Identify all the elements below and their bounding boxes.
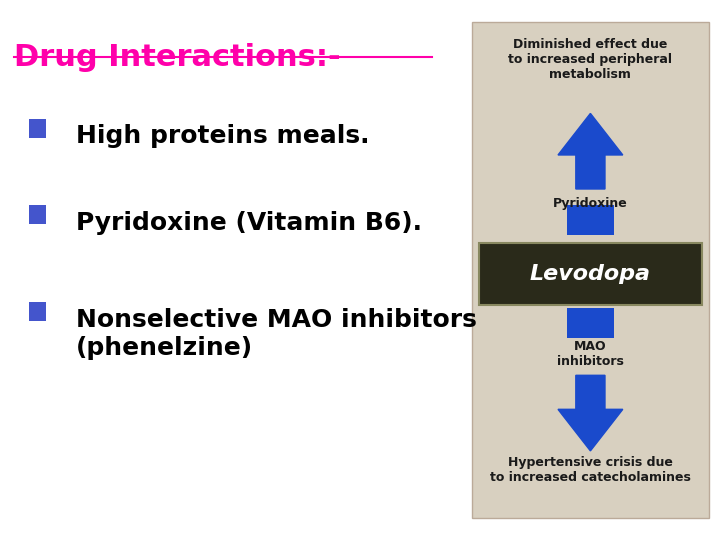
Text: Nonselective MAO inhibitors
(phenelzine): Nonselective MAO inhibitors (phenelzine) bbox=[76, 308, 477, 360]
FancyBboxPatch shape bbox=[567, 308, 614, 338]
Text: MAO
inhibitors: MAO inhibitors bbox=[557, 340, 624, 368]
Polygon shape bbox=[558, 375, 623, 451]
FancyBboxPatch shape bbox=[472, 22, 709, 518]
Text: Pyridoxine (Vitamin B6).: Pyridoxine (Vitamin B6). bbox=[76, 211, 422, 234]
Text: High proteins meals.: High proteins meals. bbox=[76, 124, 369, 148]
Polygon shape bbox=[558, 113, 623, 189]
Text: Levodopa: Levodopa bbox=[530, 264, 651, 284]
FancyBboxPatch shape bbox=[29, 119, 46, 138]
FancyBboxPatch shape bbox=[479, 243, 702, 305]
Text: Pyridoxine: Pyridoxine bbox=[553, 197, 628, 210]
FancyBboxPatch shape bbox=[29, 205, 46, 224]
Text: Drug Interactions:-: Drug Interactions:- bbox=[14, 43, 341, 72]
FancyBboxPatch shape bbox=[567, 205, 614, 235]
Text: Diminished effect due
to increased peripheral
metabolism: Diminished effect due to increased perip… bbox=[508, 38, 672, 81]
FancyBboxPatch shape bbox=[29, 302, 46, 321]
Text: Hypertensive crisis due
to increased catecholamines: Hypertensive crisis due to increased cat… bbox=[490, 456, 690, 484]
